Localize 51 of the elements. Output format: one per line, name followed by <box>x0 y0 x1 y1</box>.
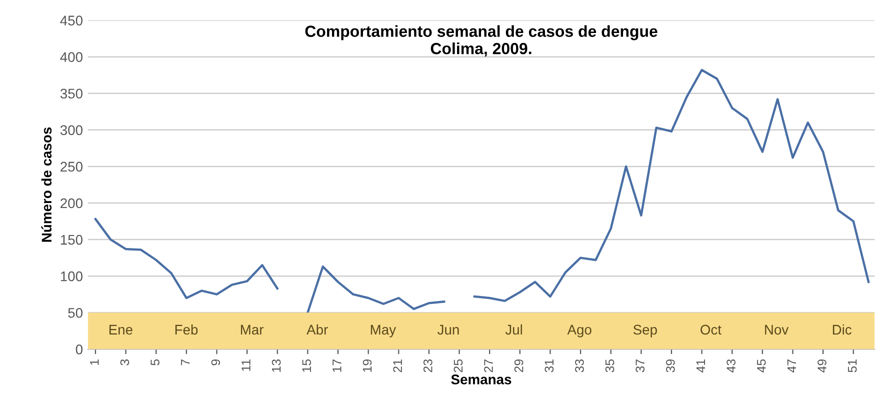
x-tick-label: 19 <box>362 359 372 372</box>
x-tick-label: 13 <box>272 359 281 372</box>
x-tick-label: 33 <box>575 359 584 372</box>
annotation: Feb <box>175 324 198 335</box>
x-tick-label: 25 <box>454 359 463 372</box>
annotation: Mar <box>240 324 264 335</box>
annotation: Nov <box>765 324 789 335</box>
y-axis-title: Número de casos <box>41 127 52 242</box>
y-tick-label: 100 <box>60 271 82 282</box>
x-tick-label: 7 <box>181 360 190 366</box>
x-tick-label: 23 <box>423 359 432 372</box>
annotation: Jun <box>437 324 459 335</box>
x-tick-label: 3 <box>120 359 130 366</box>
annotation: Oct <box>700 324 722 335</box>
x-tick-label: 41 <box>696 359 706 372</box>
y-tick-label: 450 <box>60 16 82 26</box>
annotation: Abr <box>306 324 328 335</box>
y-tick-label: 50 <box>68 308 82 318</box>
y-tick-label: 250 <box>60 162 82 172</box>
x-tick-label: 37 <box>636 360 645 372</box>
x-tick-label: 15 <box>302 359 312 372</box>
x-axis-title: Semanas <box>451 374 512 384</box>
x-tick-label: 17 <box>332 360 342 372</box>
x-tick-label: 31 <box>544 359 554 372</box>
x-tick-label: 11 <box>242 359 250 371</box>
y-tick-label: 300 <box>60 125 82 136</box>
annotation: May <box>370 324 396 338</box>
x-tick-label: 43 <box>726 359 736 372</box>
annotation: Sep <box>633 324 657 338</box>
annotation: Ene <box>109 324 132 335</box>
y-tick-label: 150 <box>60 234 82 245</box>
y-tick-label: 0 <box>76 344 82 354</box>
x-tick-label: 21 <box>393 359 402 372</box>
y-tick-label: 200 <box>60 198 82 208</box>
annotation: Ago <box>567 324 592 338</box>
x-tick-label: 39 <box>666 359 675 372</box>
y-tick-label: 350 <box>60 88 82 99</box>
x-tick-label: 51 <box>848 359 857 372</box>
x-tick-label: 45 <box>757 359 766 372</box>
x-tick-label: 35 <box>605 359 614 372</box>
x-tick-label: 27 <box>484 360 493 372</box>
x-tick-label: 47 <box>787 360 796 372</box>
annotation: Dic <box>832 324 852 335</box>
x-tick-label: 9 <box>211 359 220 366</box>
x-tick-label: 5 <box>150 359 160 366</box>
y-tick-label: 400 <box>60 52 82 62</box>
text: Comportamiento semanal de casos de dengue Colima, 2009. <box>305 25 658 57</box>
annotation: Jul <box>505 324 522 335</box>
x-tick-label: 1 <box>90 359 99 365</box>
x-tick-label: 49 <box>818 359 826 372</box>
x-tick-label: 29 <box>514 359 524 372</box>
